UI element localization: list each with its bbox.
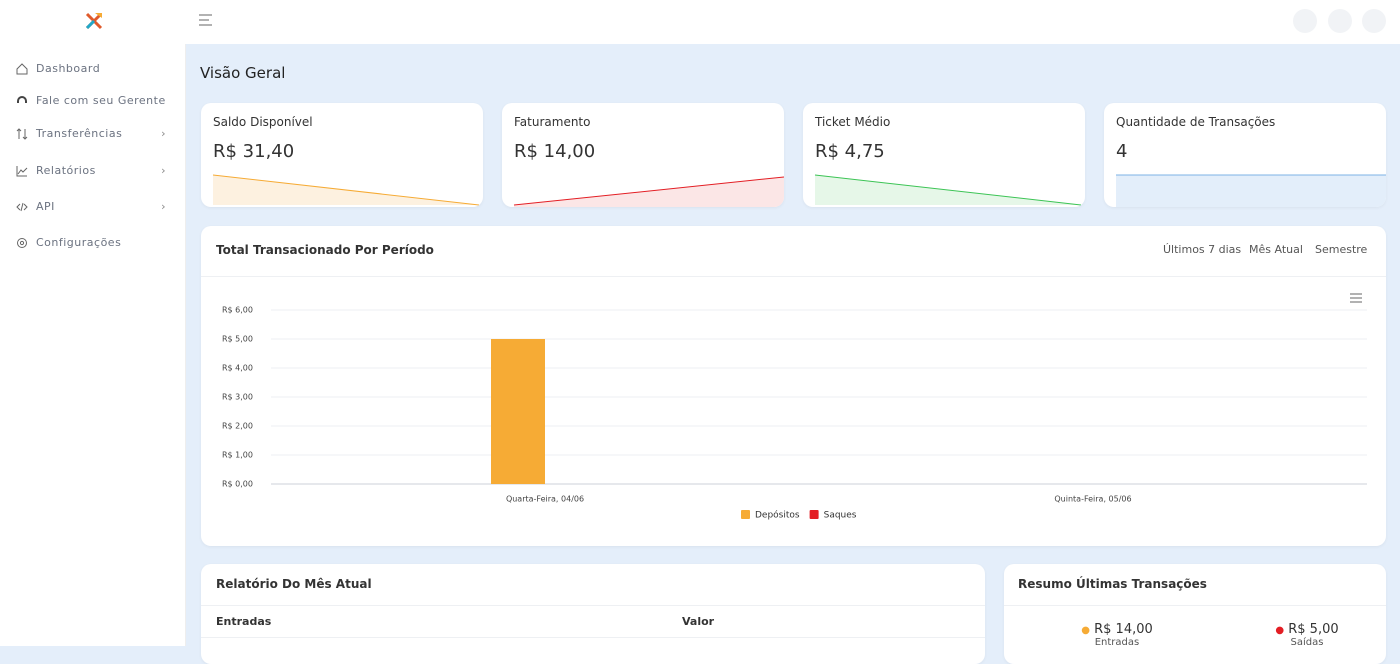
summary-item: ● R$ 5,00 Saídas [1252,622,1362,648]
legend-swatch [809,510,819,519]
theme-button[interactable] [1293,9,1317,33]
bar [491,339,545,484]
card-value: 4 [1116,141,1128,162]
menu-label: Dashboard [36,62,101,75]
chart-menu[interactable] [1350,293,1362,303]
period-filter[interactable]: Semestre [1315,243,1368,256]
table-header: Entradas Valor [201,605,985,638]
stat-card: Faturamento R$ 14,00 [502,103,784,207]
menu-item[interactable]: Relatórios › [16,164,166,177]
summary-value: R$ 14,00 [1094,622,1153,637]
column-header: Valor [682,615,715,628]
summary-label: Entradas [1094,637,1140,648]
menu-item[interactable]: Fale com seu Gerente [16,94,166,107]
legend-label: Depósitos [755,510,800,521]
card-value: R$ 31,40 [213,141,295,162]
report-card: Relatório Do Mês Atual Entradas Valor [201,564,985,664]
summary-item: ● R$ 14,00 Entradas [1062,622,1172,648]
logo [85,12,103,30]
y-tick-label: R$ 4,00 [222,364,253,373]
menu-label: Transferências [36,127,123,140]
column-header: Entradas [216,615,272,628]
bullet: ● [1081,625,1090,636]
sidebar: Dashboard Fale com seu Gerente Transferê… [0,0,186,646]
notification-button[interactable] [1328,9,1352,33]
y-tick-label: R$ 3,00 [222,393,253,402]
page-title: Visão Geral [200,64,286,82]
menu-toggle[interactable] [199,14,213,26]
y-tick-label: R$ 1,00 [222,451,253,460]
sparkline [1116,174,1386,207]
legend-label: Saques [824,511,857,521]
stat-card: Saldo Disponível R$ 31,40 [201,103,483,207]
y-tick-label: R$ 5,00 [222,335,253,344]
legend-swatch [741,510,750,519]
sparkline [513,176,784,207]
sparkline [212,174,480,206]
menu-item[interactable]: Transferências › [16,127,166,140]
y-tick-label: R$ 0,00 [222,480,253,489]
user-button[interactable] [1362,9,1386,33]
chart-card [201,226,1386,546]
card-label: Faturamento [514,115,591,129]
summary-title: Resumo Últimas Transações [1018,577,1207,591]
period-filter[interactable]: Mês Atual [1249,243,1303,256]
x-tick-label: Quinta-Feira, 05/06 [1054,495,1131,504]
summary-value: R$ 5,00 [1288,622,1339,637]
menu-label: API [36,200,55,213]
sparkline [814,174,1082,206]
period-filter[interactable]: Últimos 7 dias [1163,243,1242,256]
menu-item[interactable]: Dashboard [16,62,166,75]
y-tick-label: R$ 2,00 [222,422,253,431]
menu-item[interactable]: API › [16,200,166,213]
menu-item[interactable]: Configurações [16,236,166,249]
divider [1004,605,1386,606]
summary-card: Resumo Últimas Transações ● R$ 14,00 Ent… [1004,564,1386,664]
menu-label: Configurações [36,236,122,249]
y-tick-label: R$ 6,00 [222,306,253,315]
stat-card: Ticket Médio R$ 4,75 [803,103,1085,207]
bullet: ● [1275,625,1285,636]
card-value: R$ 14,00 [514,141,596,162]
chart: R$ 0,00 R$ 1,00 R$ 2,00 R$ 3,00 R$ 4,00 R$ 5,… [222,293,1367,521]
card-label: Quantidade de Transações [1116,115,1276,129]
menu-label: Fale com seu Gerente [36,94,166,107]
report-title: Relatório Do Mês Atual [216,577,372,591]
chart-title: Total Transacionado Por Período [216,243,434,257]
topbar [185,0,1400,44]
divider [201,276,1386,277]
card-label: Ticket Médio [815,115,891,129]
x-tick-label: Quarta-Feira, 04/06 [506,495,584,504]
stat-card: Quantidade de Transações 4 [1104,103,1386,207]
card-label: Saldo Disponível [213,115,313,129]
card-value: R$ 4,75 [815,141,885,162]
menu-label: Relatórios [36,164,96,177]
summary-label: Saídas [1290,637,1324,648]
